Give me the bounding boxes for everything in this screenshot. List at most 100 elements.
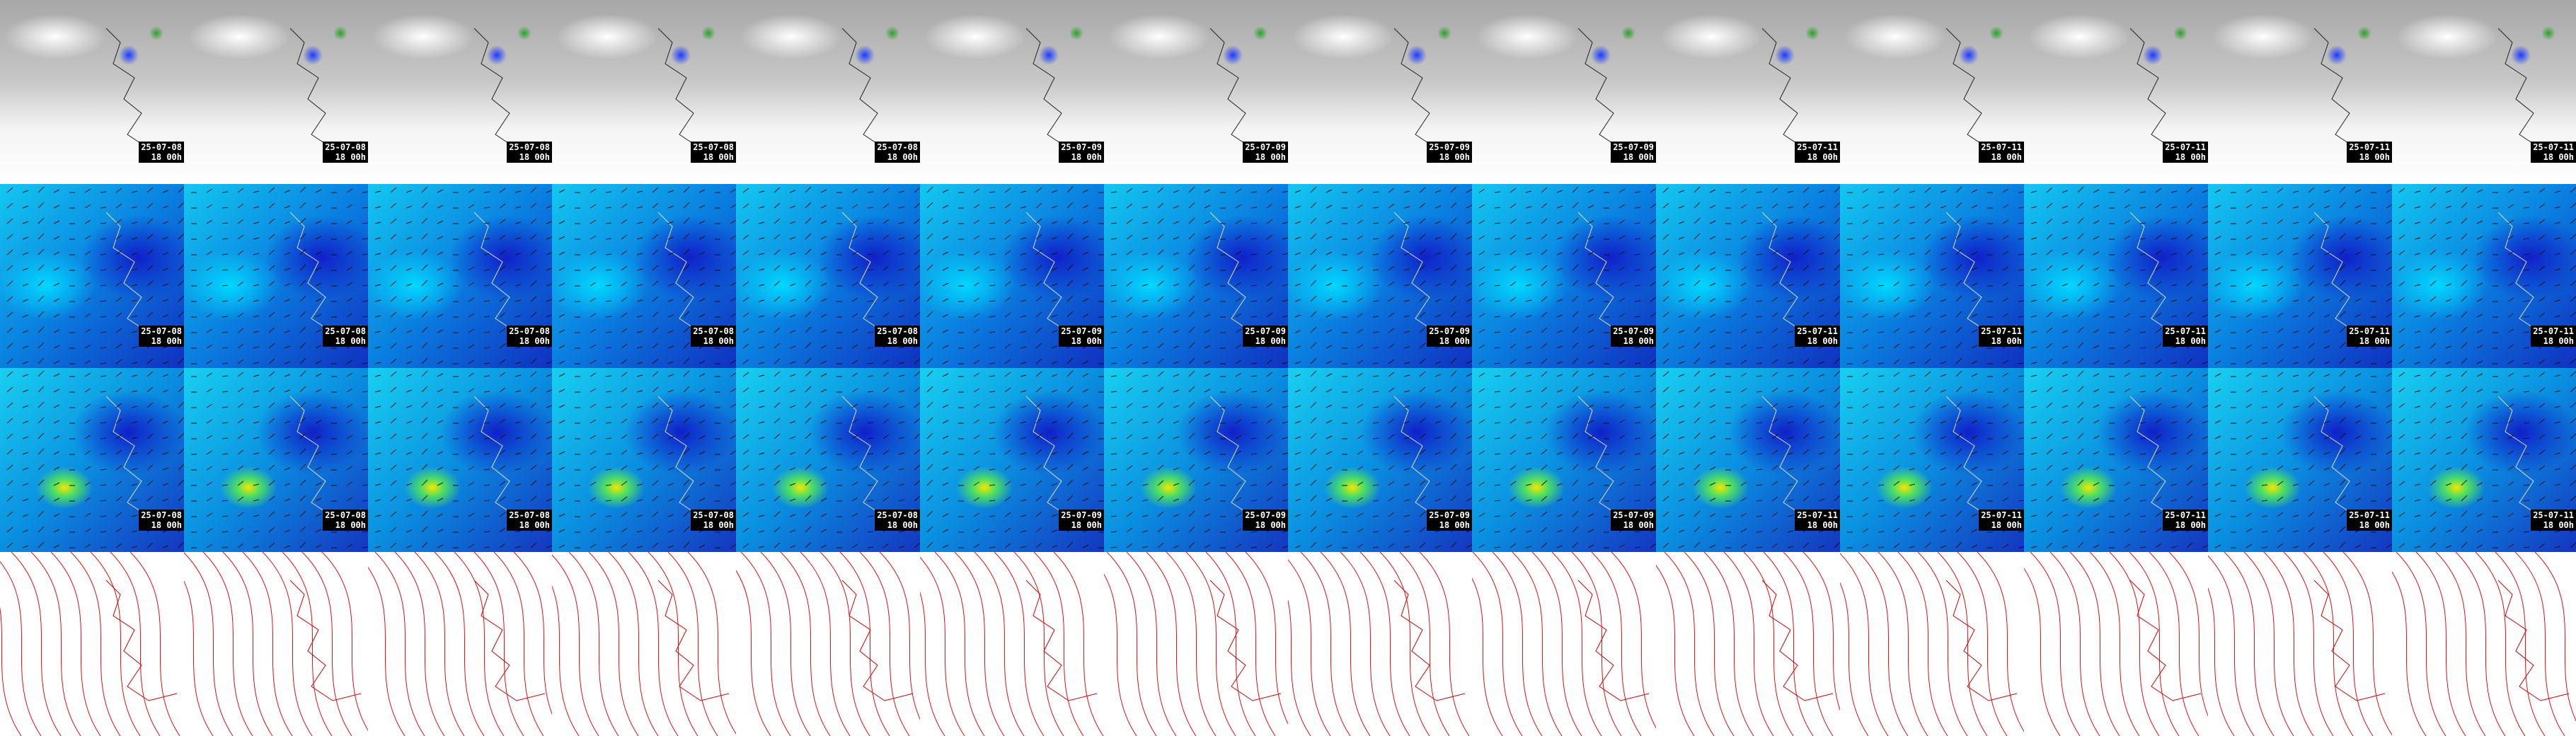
wind-arrow bbox=[2261, 422, 2268, 424]
wind-arrow bbox=[2398, 281, 2405, 287]
wind-arrow bbox=[514, 222, 522, 224]
wind-arrow bbox=[1709, 498, 1716, 502]
panel-label: 25-07-11 18 00h bbox=[2347, 510, 2392, 531]
wind-arrow bbox=[914, 418, 920, 424]
wind-arrow bbox=[2398, 265, 2405, 271]
wind-arrow bbox=[942, 189, 949, 193]
wind-arrow bbox=[1188, 233, 1195, 240]
wind-arrow bbox=[2354, 404, 2362, 408]
wind-arrow bbox=[2308, 280, 2315, 287]
wind-arrow bbox=[914, 402, 920, 408]
wind-arrow bbox=[1173, 221, 1180, 224]
wind-arrow bbox=[237, 527, 244, 533]
wind-arrow bbox=[1618, 313, 1626, 318]
wind-arrow bbox=[1250, 391, 1258, 393]
wind-arrow bbox=[1326, 498, 1333, 502]
wind-arrow bbox=[1035, 311, 1042, 318]
wind-arrow bbox=[1740, 251, 1747, 255]
wind-arrow bbox=[2186, 234, 2193, 240]
wind-arrow bbox=[1709, 420, 1716, 424]
wind-arrow bbox=[6, 495, 13, 502]
wind-arrow bbox=[942, 267, 949, 271]
wind-arrow bbox=[1294, 389, 1301, 393]
wind-arrow bbox=[1494, 238, 1501, 240]
wind-arrow bbox=[558, 466, 565, 471]
wind-arrow bbox=[22, 190, 29, 193]
wind-arrow bbox=[2354, 498, 2362, 502]
wind-arrow bbox=[421, 417, 428, 424]
wind-arrow bbox=[621, 527, 628, 533]
wind-arrow bbox=[2155, 434, 2162, 439]
wind-arrow bbox=[1541, 343, 1548, 349]
wind-arrow bbox=[2445, 283, 2452, 287]
wind-arrow bbox=[374, 330, 381, 333]
wind-arrow bbox=[2570, 296, 2576, 302]
wind-arrow bbox=[2277, 512, 2284, 517]
wind-arrow bbox=[820, 282, 827, 287]
wind-arrow bbox=[2155, 527, 2162, 533]
wind-arrow bbox=[805, 202, 812, 209]
wind-arrow bbox=[437, 373, 444, 377]
wind-arrow bbox=[2093, 404, 2100, 408]
wind-arrow bbox=[53, 329, 60, 333]
wind-arrow bbox=[1157, 433, 1164, 439]
wind-arrow bbox=[1940, 268, 1947, 271]
wind-arrow bbox=[1694, 432, 1701, 439]
wind-arrow bbox=[2292, 284, 2299, 287]
wind-arrow bbox=[1250, 468, 1258, 471]
wind-arrow bbox=[1541, 249, 1548, 255]
wind-arrow bbox=[2554, 237, 2561, 240]
wind-arrow bbox=[2523, 546, 2530, 548]
wind-arrow bbox=[867, 515, 874, 517]
wind-arrow bbox=[2323, 299, 2330, 302]
wind-arrow bbox=[468, 466, 475, 471]
wind-arrow bbox=[2277, 543, 2284, 548]
wind-arrow bbox=[942, 544, 949, 548]
wind-arrow bbox=[206, 251, 213, 255]
isobar bbox=[394, 552, 445, 736]
wind-arrow bbox=[1326, 466, 1333, 471]
wind-arrow bbox=[546, 314, 552, 318]
wind-arrow bbox=[1142, 390, 1149, 393]
isobar bbox=[184, 552, 234, 736]
wind-arrow bbox=[2170, 206, 2178, 209]
wind-arrow bbox=[2214, 251, 2221, 255]
wind-arrow bbox=[2124, 419, 2131, 424]
wind-arrow bbox=[1787, 284, 1794, 287]
wind-arrow bbox=[2292, 406, 2299, 408]
wind-arrow bbox=[652, 249, 659, 255]
wind-arrow bbox=[1556, 374, 1563, 377]
panel-date: 25-07-11 bbox=[1797, 510, 1838, 520]
wind-arrow bbox=[483, 238, 490, 240]
wind-arrow bbox=[1878, 331, 1885, 333]
wind-arrow bbox=[1020, 421, 1027, 424]
wind-arrow bbox=[2155, 465, 2162, 471]
wind-arrow bbox=[926, 464, 933, 471]
wind-arrow bbox=[867, 531, 874, 533]
wind-arrow bbox=[2214, 420, 2221, 424]
wind-arrow bbox=[1419, 327, 1426, 333]
wind-arrow bbox=[851, 188, 858, 193]
wind-arrow bbox=[1740, 266, 1747, 271]
wind-arrow bbox=[1878, 222, 1885, 224]
map-panel: 25-07-11 18 00h bbox=[1656, 184, 1840, 368]
wind-arrow bbox=[115, 250, 122, 255]
wind-arrow bbox=[1173, 389, 1180, 393]
wind-arrow bbox=[468, 528, 475, 533]
wind-arrow bbox=[1556, 252, 1563, 255]
coastline bbox=[1025, 212, 1098, 333]
wind-arrow bbox=[53, 529, 60, 533]
wind-arrow bbox=[1756, 437, 1763, 439]
wind-arrow bbox=[374, 299, 381, 302]
wind-arrow bbox=[1587, 544, 1594, 548]
wind-arrow bbox=[820, 466, 827, 471]
wind-arrow bbox=[115, 328, 122, 333]
panel-label: 25-07-08 18 00h bbox=[875, 326, 920, 347]
wind-arrow bbox=[730, 297, 736, 302]
wind-arrow bbox=[1450, 541, 1457, 548]
wind-arrow bbox=[178, 401, 184, 408]
wind-arrow bbox=[1235, 403, 1242, 408]
wind-arrow bbox=[2261, 546, 2268, 548]
wind-arrow bbox=[2046, 527, 2053, 533]
wind-arrow bbox=[299, 342, 306, 349]
